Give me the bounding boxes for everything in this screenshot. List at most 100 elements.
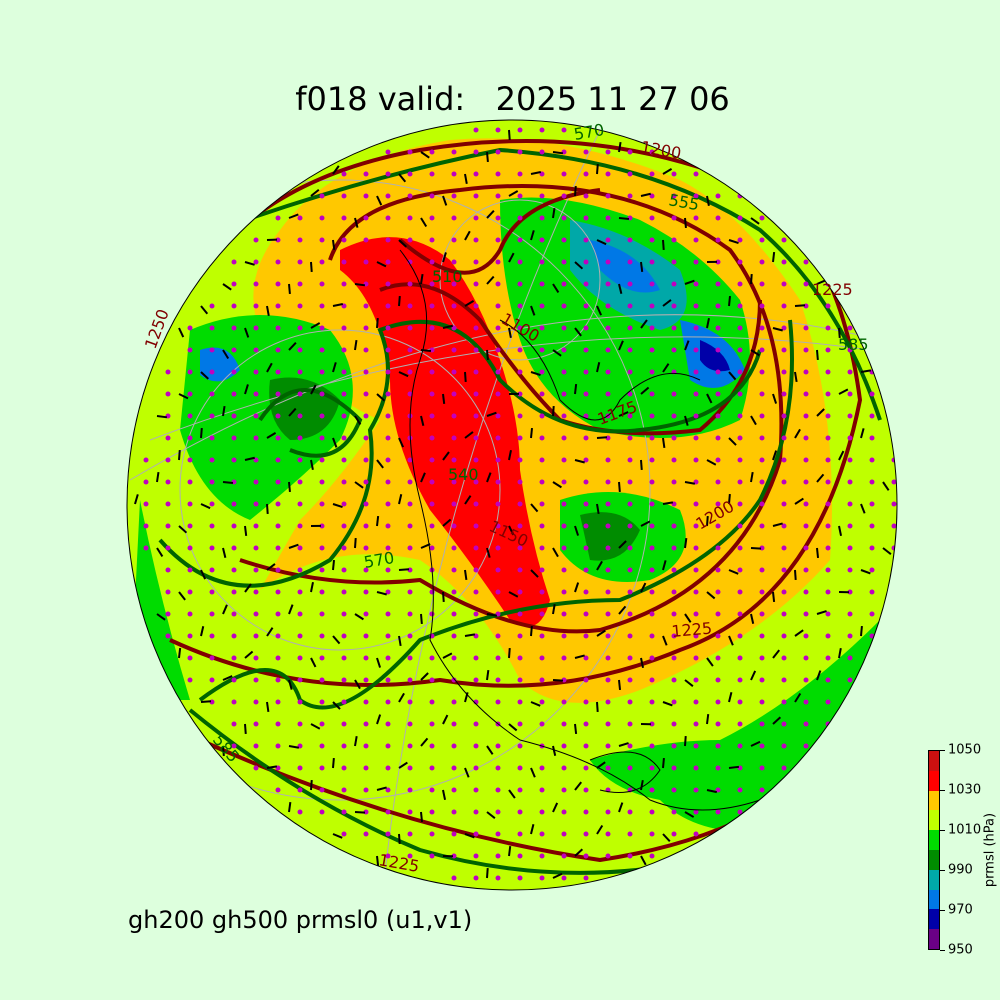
wind-barb [706,459,717,466]
wind-marker [737,325,743,331]
wind-marker [869,457,875,463]
wind-marker [671,237,677,243]
wind-marker [143,479,149,485]
wind-marker [517,413,523,419]
wind-barb [354,537,357,549]
wind-marker [759,699,765,705]
wind-marker [605,809,611,815]
wind-marker [605,677,611,683]
wind-marker [385,809,391,815]
wind-marker [385,589,391,595]
wind-marker [297,677,303,683]
wind-marker [495,149,501,155]
wind-marker [671,633,677,639]
wind-marker [539,479,545,485]
wind-marker [649,699,655,705]
wind-marker [319,413,325,419]
wind-marker [649,237,655,243]
wind-marker [561,853,567,859]
wind-marker [275,743,281,749]
wind-barb [332,239,336,251]
wind-barb [816,610,827,615]
wind-barb [244,261,255,266]
wind-marker [561,787,567,793]
wind-marker [517,457,523,463]
wind-marker [473,303,479,309]
wind-marker [737,523,743,529]
wind-marker [561,215,567,221]
wind-marker [869,545,875,551]
wind-marker [297,303,303,309]
wind-marker [341,545,347,551]
wind-marker [275,479,281,485]
wind-marker [385,259,391,265]
wind-barb [398,692,405,703]
wind-marker [451,391,457,397]
wind-marker [517,281,523,287]
wind-marker [187,479,193,485]
wind-marker [627,457,633,463]
wind-marker [319,281,325,287]
wind-marker [407,677,413,683]
wind-marker [561,831,567,837]
wind-marker [539,435,545,441]
wind-marker [693,391,699,397]
wind-marker [539,765,545,771]
wind-marker [517,655,523,661]
wind-marker [363,545,369,551]
wind-marker [869,501,875,507]
wind-marker [385,545,391,551]
wind-marker [671,413,677,419]
wind-marker [561,699,567,705]
wind-marker [473,853,479,859]
wind-marker [407,655,413,661]
wind-marker [363,699,369,705]
wind-barb [420,151,430,159]
wind-marker [209,391,215,397]
wind-marker [671,479,677,485]
wind-marker [319,721,325,727]
wind-marker [495,633,501,639]
wind-marker [341,831,347,837]
wind-barb [244,723,247,735]
colorbar-segment [929,889,939,910]
wind-marker [341,655,347,661]
wind-marker [781,655,787,661]
wind-marker [803,391,809,397]
wind-marker [319,567,325,573]
wind-marker [737,589,743,595]
wind-marker [385,193,391,199]
wind-barb [376,261,387,268]
wind-barb [420,811,424,823]
wind-marker [627,193,633,199]
wind-barb [596,761,606,769]
wind-barb [200,503,211,510]
wind-marker [253,523,259,529]
wind-marker [429,193,435,199]
wind-marker [275,457,281,463]
wind-marker [341,765,347,771]
wind-marker [803,589,809,595]
wind-marker [297,721,303,727]
wind-marker [275,413,281,419]
wind-marker [737,787,743,793]
wind-marker [781,677,787,683]
wind-marker [319,193,325,199]
wind-barb [838,647,842,659]
wind-marker [429,655,435,661]
wind-marker [429,303,435,309]
wind-marker [627,325,633,331]
wind-marker [649,853,655,859]
wind-marker [781,699,787,705]
wind-marker [275,721,281,727]
wind-marker [803,743,809,749]
wind-marker [341,567,347,573]
wind-barb [310,723,321,730]
wind-marker [209,655,215,661]
wind-barb [640,520,651,527]
wind-barb [486,867,489,879]
wind-marker [759,611,765,617]
wind-marker [671,831,677,837]
wind-marker [473,127,479,133]
wind-marker [165,633,171,639]
